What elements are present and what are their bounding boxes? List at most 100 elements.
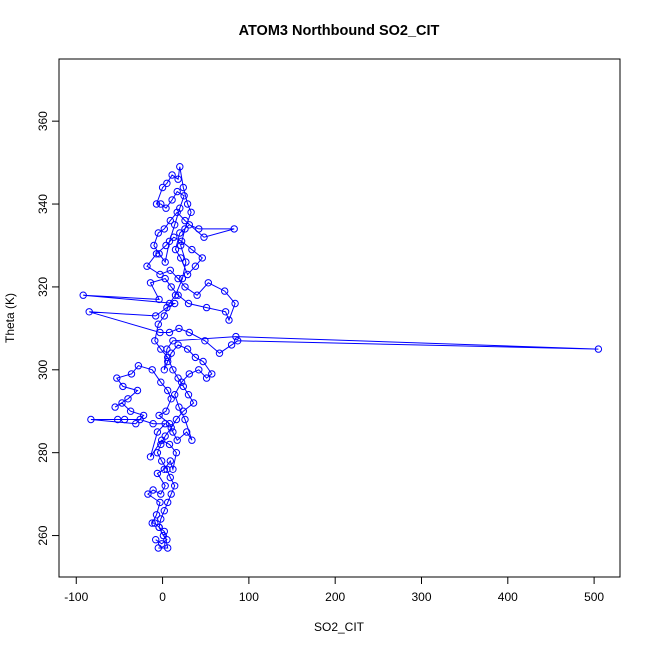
data-point bbox=[163, 465, 171, 473]
data-point bbox=[182, 258, 190, 266]
data-point bbox=[183, 345, 192, 353]
data-point bbox=[154, 320, 163, 328]
data-point bbox=[175, 324, 183, 333]
data-point bbox=[155, 295, 163, 304]
data-point bbox=[119, 382, 127, 391]
data-point bbox=[158, 183, 167, 192]
data-point bbox=[163, 179, 171, 188]
data-point bbox=[161, 420, 169, 428]
data-point bbox=[173, 208, 181, 217]
data-point bbox=[171, 291, 180, 299]
data-point bbox=[167, 283, 175, 291]
data-point bbox=[179, 382, 188, 391]
data-point bbox=[166, 457, 175, 465]
x-tick-label: 300 bbox=[411, 590, 431, 604]
data-point bbox=[132, 420, 140, 428]
data-point bbox=[154, 229, 163, 237]
data-point bbox=[161, 258, 169, 266]
data-point bbox=[185, 370, 194, 378]
data-point bbox=[153, 428, 162, 436]
y-tick-label: 280 bbox=[36, 442, 50, 462]
data-point bbox=[174, 291, 182, 299]
data-point bbox=[152, 511, 161, 519]
data-point bbox=[160, 366, 169, 374]
data-point bbox=[231, 299, 239, 308]
data-point bbox=[208, 370, 216, 378]
data-point bbox=[143, 262, 151, 270]
data-point bbox=[172, 415, 181, 424]
data-point bbox=[164, 386, 172, 395]
data-point bbox=[157, 345, 165, 353]
data-point bbox=[176, 163, 184, 171]
y-tick-label: 360 bbox=[36, 111, 50, 131]
x-tick-label: 0 bbox=[159, 590, 166, 604]
data-point bbox=[204, 279, 213, 287]
data-point bbox=[171, 299, 179, 308]
data-point bbox=[157, 490, 165, 498]
data-point bbox=[165, 328, 174, 337]
data-point bbox=[155, 250, 163, 258]
data-point bbox=[139, 411, 148, 420]
data-point bbox=[177, 254, 185, 262]
data-point bbox=[191, 262, 200, 270]
data-point bbox=[87, 415, 95, 424]
data-point bbox=[146, 279, 155, 287]
data-point bbox=[183, 200, 192, 208]
data-point bbox=[144, 490, 152, 498]
series-points bbox=[79, 163, 603, 552]
data-point bbox=[152, 536, 160, 544]
data-point bbox=[163, 536, 171, 544]
data-point bbox=[594, 345, 603, 353]
data-point bbox=[174, 175, 182, 183]
data-point bbox=[160, 225, 169, 233]
y-axis: 260 280 300 320 340 360 bbox=[36, 111, 60, 546]
data-point bbox=[169, 337, 177, 345]
data-point bbox=[164, 544, 172, 552]
data-point bbox=[158, 457, 166, 465]
data-point bbox=[152, 200, 161, 208]
data-point bbox=[152, 250, 161, 258]
data-point bbox=[166, 473, 175, 482]
data-point bbox=[221, 287, 229, 295]
y-tick-label: 300 bbox=[36, 359, 50, 379]
x-tick-label: 500 bbox=[584, 590, 604, 604]
data-point bbox=[181, 216, 189, 225]
data-point bbox=[148, 366, 156, 374]
data-point bbox=[157, 378, 165, 386]
data-point bbox=[164, 498, 172, 507]
data-point bbox=[189, 399, 198, 407]
data-point bbox=[173, 187, 181, 196]
data-point bbox=[227, 341, 236, 349]
data-point bbox=[202, 374, 211, 382]
data-point bbox=[162, 204, 170, 212]
data-point bbox=[195, 225, 203, 233]
data-point bbox=[79, 291, 87, 299]
data-point bbox=[113, 374, 121, 382]
data-point bbox=[198, 254, 207, 262]
data-point bbox=[114, 415, 122, 424]
data-point bbox=[164, 353, 172, 362]
data-point bbox=[165, 420, 174, 428]
data-point bbox=[177, 241, 185, 250]
data-point bbox=[193, 291, 201, 299]
data-point bbox=[168, 171, 176, 179]
x-tick-label: 100 bbox=[239, 590, 259, 604]
data-point bbox=[165, 440, 174, 449]
data-point bbox=[158, 540, 166, 548]
data-point bbox=[133, 386, 142, 395]
data-point bbox=[179, 183, 188, 192]
data-point bbox=[174, 374, 182, 382]
data-point bbox=[184, 391, 193, 399]
data-point bbox=[185, 328, 194, 337]
data-point bbox=[151, 519, 159, 527]
y-tick-label: 260 bbox=[36, 525, 50, 545]
data-point bbox=[164, 357, 172, 366]
data-point bbox=[167, 490, 175, 498]
x-tick-label: -100 bbox=[64, 590, 88, 604]
data-point bbox=[183, 428, 191, 436]
data-point bbox=[181, 283, 189, 291]
data-point bbox=[165, 299, 174, 308]
data-point bbox=[199, 357, 207, 366]
series-lines bbox=[83, 166, 599, 549]
data-point bbox=[185, 221, 194, 229]
